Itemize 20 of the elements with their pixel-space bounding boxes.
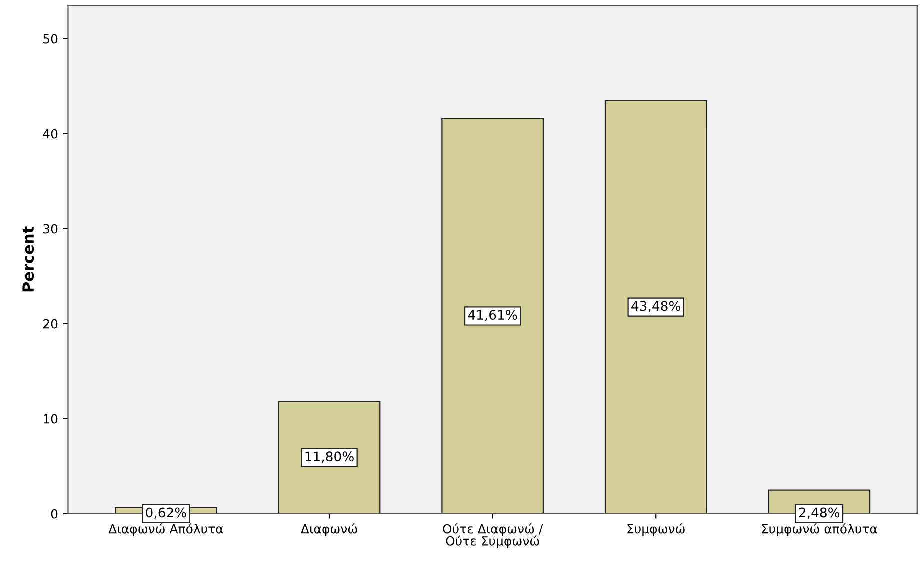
y-tick-label: 20 bbox=[44, 319, 58, 329]
y-tick-label: 10 bbox=[44, 414, 58, 424]
bar bbox=[604, 100, 708, 514]
y-axis-title: Percent bbox=[22, 226, 34, 292]
data-label: 2,48% bbox=[799, 508, 840, 520]
bar bbox=[442, 118, 544, 514]
data-label: 0,62% bbox=[146, 508, 186, 520]
x-tick-label: Συμφωνώ bbox=[628, 524, 685, 536]
x-tick-label: Ούτε Διαφωνώ / Ούτε Συμφωνώ bbox=[443, 524, 544, 548]
data-label: 43,48% bbox=[632, 301, 681, 313]
x-tick-label: Συμφωνώ απόλυτα bbox=[762, 524, 878, 536]
y-tick-label: 30 bbox=[44, 224, 58, 234]
x-tick-label: Διαφωνώ bbox=[301, 524, 358, 536]
y-tick-label: 40 bbox=[43, 129, 58, 139]
x-tick-label: Διαφωνώ Απόλυτα bbox=[108, 524, 224, 536]
y-tick-label: 50 bbox=[44, 34, 58, 44]
bar bbox=[278, 401, 381, 514]
y-tick-label: 0 bbox=[51, 509, 58, 519]
data-label: 41,61% bbox=[468, 310, 518, 322]
data-label: 11,80% bbox=[306, 452, 354, 463]
